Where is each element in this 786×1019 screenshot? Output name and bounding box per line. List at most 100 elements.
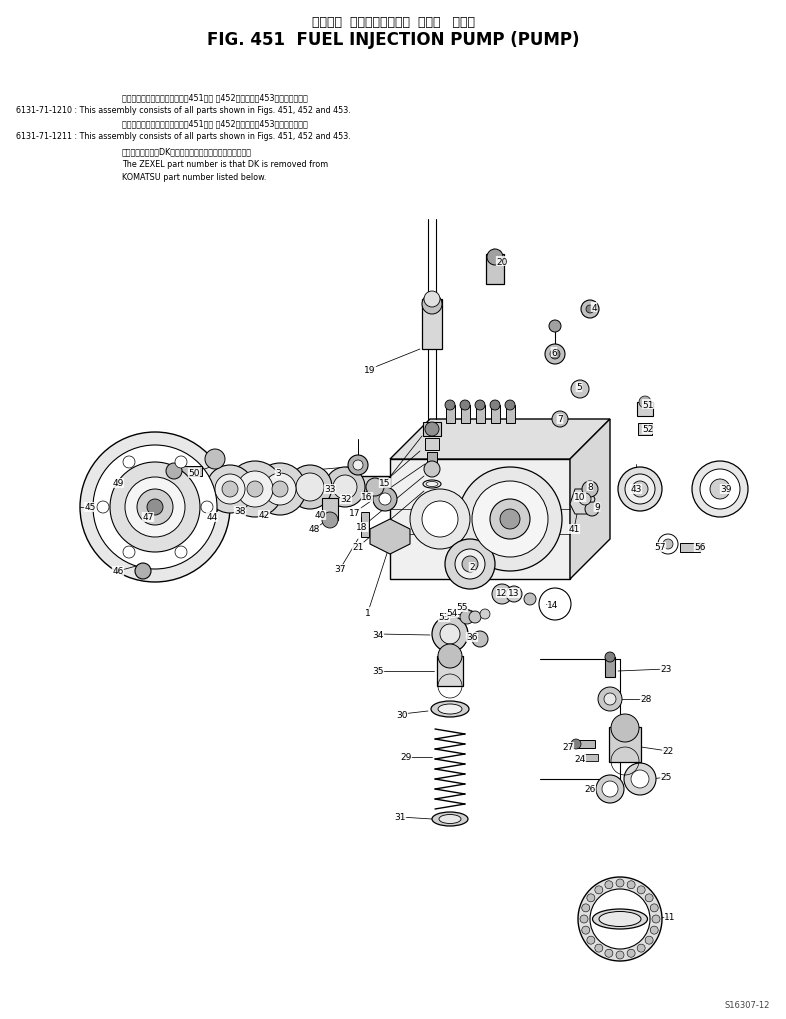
Text: 1: 1 xyxy=(365,608,371,616)
Text: 8: 8 xyxy=(587,482,593,491)
Circle shape xyxy=(325,468,365,507)
Circle shape xyxy=(264,474,296,505)
Circle shape xyxy=(586,306,594,314)
Circle shape xyxy=(175,457,187,469)
Circle shape xyxy=(631,770,649,789)
Circle shape xyxy=(595,886,603,894)
Circle shape xyxy=(373,487,397,512)
Circle shape xyxy=(580,915,588,923)
Circle shape xyxy=(460,400,470,411)
Circle shape xyxy=(472,632,488,647)
Text: 12: 12 xyxy=(496,589,508,598)
Circle shape xyxy=(549,321,561,332)
Text: 52: 52 xyxy=(642,425,654,434)
Circle shape xyxy=(166,464,182,480)
Polygon shape xyxy=(370,520,410,554)
Text: 21: 21 xyxy=(352,543,364,552)
Text: 27: 27 xyxy=(562,743,574,752)
Circle shape xyxy=(135,564,151,580)
Bar xyxy=(490,406,499,424)
Text: S16307-12: S16307-12 xyxy=(725,1000,770,1009)
Text: 36: 36 xyxy=(466,633,478,642)
Circle shape xyxy=(585,502,599,517)
Circle shape xyxy=(237,472,273,507)
Text: 51: 51 xyxy=(642,400,654,409)
Circle shape xyxy=(605,950,613,957)
Text: 24: 24 xyxy=(575,755,586,764)
Bar xyxy=(505,406,515,424)
Bar xyxy=(423,423,441,436)
Circle shape xyxy=(696,543,704,551)
Ellipse shape xyxy=(593,909,648,929)
Text: 40: 40 xyxy=(314,511,325,520)
Circle shape xyxy=(422,294,442,315)
Circle shape xyxy=(475,400,485,411)
Bar xyxy=(638,424,652,435)
Circle shape xyxy=(422,501,458,537)
Circle shape xyxy=(440,625,460,644)
Text: 53: 53 xyxy=(439,612,450,622)
Bar xyxy=(361,512,369,537)
Text: 32: 32 xyxy=(340,495,351,504)
Circle shape xyxy=(500,510,520,530)
Bar xyxy=(577,740,595,748)
Text: このアセンブリの構成部品は第451図、 第452図および第453図を含みます。: このアセンブリの構成部品は第451図、 第452図および第453図を含みます。 xyxy=(122,93,307,102)
Text: 45: 45 xyxy=(84,503,96,512)
Bar xyxy=(435,694,465,785)
Circle shape xyxy=(571,381,589,398)
Circle shape xyxy=(550,350,560,360)
Circle shape xyxy=(322,513,338,529)
Bar xyxy=(637,403,653,417)
Ellipse shape xyxy=(599,912,641,926)
Bar xyxy=(322,498,338,521)
Circle shape xyxy=(272,482,288,497)
Circle shape xyxy=(605,880,613,889)
Circle shape xyxy=(125,478,185,537)
Circle shape xyxy=(424,291,440,308)
Text: 29: 29 xyxy=(400,753,412,762)
Circle shape xyxy=(490,499,530,539)
Bar xyxy=(422,300,442,350)
Circle shape xyxy=(582,926,590,934)
Circle shape xyxy=(205,449,225,470)
Circle shape xyxy=(587,936,595,945)
Circle shape xyxy=(545,344,565,365)
Circle shape xyxy=(505,400,515,411)
Circle shape xyxy=(353,461,363,471)
Circle shape xyxy=(458,468,562,572)
Circle shape xyxy=(645,936,653,945)
Circle shape xyxy=(490,400,500,411)
Circle shape xyxy=(432,616,468,652)
Circle shape xyxy=(379,493,391,505)
Circle shape xyxy=(348,455,368,476)
Text: 34: 34 xyxy=(373,630,384,639)
Circle shape xyxy=(616,879,624,888)
Circle shape xyxy=(579,493,591,505)
Circle shape xyxy=(596,775,624,803)
Text: 57: 57 xyxy=(654,543,666,552)
Text: 48: 48 xyxy=(308,525,320,534)
Circle shape xyxy=(206,466,254,514)
Text: 19: 19 xyxy=(364,365,376,374)
Circle shape xyxy=(288,466,332,510)
Ellipse shape xyxy=(439,815,461,823)
Text: 37: 37 xyxy=(334,565,346,574)
Text: 54: 54 xyxy=(446,609,457,618)
Bar xyxy=(680,543,700,552)
Text: 3: 3 xyxy=(275,469,281,478)
Circle shape xyxy=(692,462,748,518)
Circle shape xyxy=(616,951,624,959)
Circle shape xyxy=(590,890,650,949)
Bar xyxy=(446,406,454,424)
Circle shape xyxy=(462,556,478,573)
Circle shape xyxy=(524,593,536,605)
Ellipse shape xyxy=(438,704,462,714)
Circle shape xyxy=(578,877,662,961)
Circle shape xyxy=(147,499,163,516)
Circle shape xyxy=(618,468,662,512)
Circle shape xyxy=(604,693,616,705)
Circle shape xyxy=(201,501,213,514)
Circle shape xyxy=(175,546,187,558)
Circle shape xyxy=(611,714,639,742)
Circle shape xyxy=(110,463,200,552)
